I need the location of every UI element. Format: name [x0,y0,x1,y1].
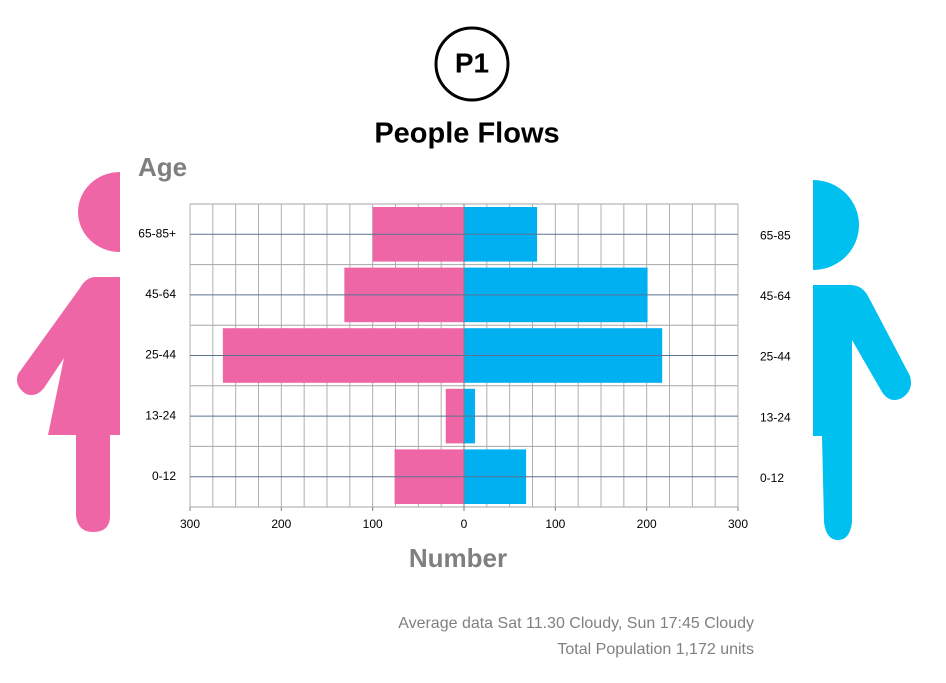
x-tick-label: 200 [271,517,291,531]
y-tick-label: 25-44 [145,348,176,362]
y-tick-label: 13-24 [760,410,791,424]
x-tick-label: 0 [461,517,468,531]
y-tick-label: 65-85+ [138,226,176,240]
x-axis-label: Number [409,543,507,573]
male-icon [813,180,911,540]
x-tick-label: 200 [637,517,657,531]
chart-title: People Flows [374,118,559,150]
x-tick-label: 300 [180,517,200,531]
y-tick-label: 25-44 [760,350,791,364]
y-tick-label: 13-24 [145,408,176,422]
y-tick-label: 45-64 [760,289,791,303]
x-tick-label: 100 [363,517,383,531]
note: Total Population 1,172 units [557,641,754,658]
y-tick-label: 65-85 [760,228,791,242]
x-tick-label: 300 [728,517,748,531]
y-axis-label: Age [138,152,187,182]
note: Average data Sat 11.30 Cloudy, Sun 17:45… [398,615,754,632]
y-tick-label: 0-12 [152,469,176,483]
badge-circle [434,26,510,102]
y-tick-label: 0-12 [760,471,784,485]
y-tick-label: 45-64 [145,287,176,301]
female-icon [17,172,120,532]
badge: P1 [455,47,489,78]
x-tick-label: 100 [545,517,565,531]
